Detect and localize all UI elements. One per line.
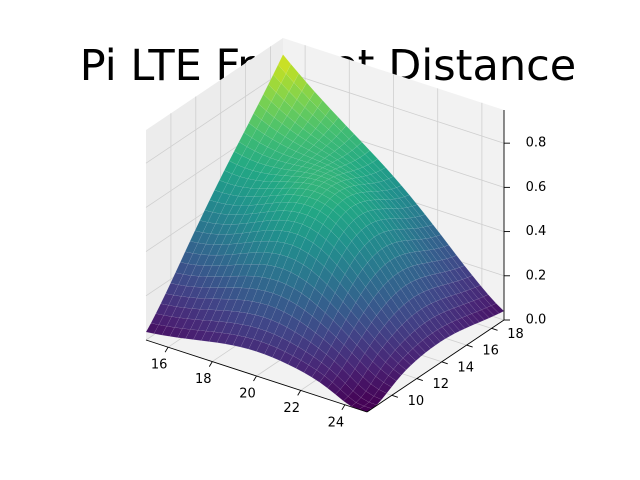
surface-facet (442, 324, 456, 337)
y-tick-mark (441, 361, 448, 365)
y-tick-mark (416, 378, 423, 381)
y-tick-mark (491, 327, 498, 331)
surface-facet (397, 357, 412, 371)
x-tick-label: 24 (328, 415, 345, 430)
y-tick-label: 12 (433, 377, 450, 392)
surface-facet (446, 321, 461, 334)
x-tick-label: 16 (151, 358, 168, 373)
surface-facet (451, 319, 466, 332)
surface-facet (471, 311, 485, 323)
surface-facet (422, 336, 436, 349)
surface-facet (466, 313, 480, 325)
z-tick-label: 0.4 (526, 224, 547, 239)
surface-mesh (145, 54, 505, 413)
axis-lines (145, 110, 510, 413)
surface-facet (456, 317, 471, 329)
surface-facet (481, 307, 495, 319)
y-tick-label: 14 (457, 360, 474, 375)
x-tick-mark (164, 346, 169, 353)
surface-facet (432, 329, 446, 343)
x-tick-label: 20 (239, 387, 256, 402)
x-tick-mark (253, 375, 257, 382)
y-axis-line (366, 319, 505, 413)
y-tick-mark (391, 394, 399, 398)
z-tick-label: 0.6 (526, 180, 547, 195)
x-tick-label: 22 (283, 401, 300, 416)
y-tick-label: 10 (408, 394, 425, 409)
x-tick-mark (208, 361, 213, 367)
surface-facet (383, 375, 397, 388)
z-tick-label: 0.0 (526, 313, 547, 328)
y-tick-label: 18 (507, 327, 524, 342)
x-tick-mark (297, 390, 302, 396)
surface-facet (486, 305, 500, 316)
y-tick-mark (466, 344, 473, 348)
surface-facet (427, 332, 441, 346)
x-tick-label: 18 (195, 372, 212, 387)
y-tick-label: 16 (482, 344, 499, 359)
surface-facet (373, 389, 387, 400)
x-tick-mark (341, 404, 346, 411)
surface-facet (417, 339, 431, 353)
z-tick-label: 0.2 (526, 268, 547, 283)
z-tick-label: 0.8 (526, 136, 547, 151)
